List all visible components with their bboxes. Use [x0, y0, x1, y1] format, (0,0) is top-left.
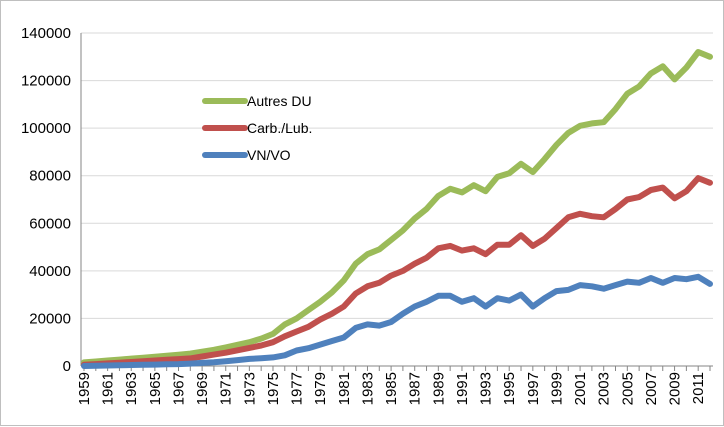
y-tick-label: 40000 — [29, 263, 71, 280]
x-tick-label: 2011 — [690, 372, 707, 404]
x-tick-label: 1969 — [194, 372, 211, 405]
x-tick-label: 1993 — [478, 372, 495, 405]
x-tick-label: 1989 — [430, 372, 447, 405]
x-tick-label: 1999 — [548, 372, 565, 405]
series-line-0 — [81, 49, 713, 366]
x-tick-label: 1967 — [170, 372, 187, 405]
y-tick-label: 120000 — [21, 73, 71, 90]
series-lines — [81, 49, 713, 369]
x-tick-label: 1961 — [100, 372, 117, 405]
legend-label: Carb./Lub. — [247, 120, 312, 136]
x-tick-labels: 1959 1961 1963 1965 1967 1969 1971 1973 1975 1977… — [76, 372, 707, 405]
y-tick-label: 0 — [63, 358, 71, 375]
x-tick-label: 1979 — [312, 372, 329, 405]
x-tick-label: 1995 — [501, 372, 518, 405]
x-tick-label: 1987 — [407, 372, 424, 405]
x-tick-label: 1985 — [383, 372, 400, 405]
x-tick-label: 1971 — [218, 372, 235, 405]
legend: Autres DU Carb./Lub. VN/VO — [202, 93, 312, 163]
y-tick-label: 20000 — [29, 310, 71, 327]
x-tick-label: 1959 — [76, 372, 93, 405]
x-tick-label: 2009 — [667, 372, 684, 405]
y-tick-label: 80000 — [29, 168, 71, 185]
series-line-1 — [81, 175, 713, 368]
gridlines — [81, 32, 713, 319]
legend-label: VN/VO — [247, 147, 291, 163]
y-tick-label: 60000 — [29, 215, 71, 232]
x-tick-label: 1975 — [265, 372, 282, 405]
x-tick-label: 2007 — [643, 372, 660, 405]
y-tick-label: 100000 — [21, 120, 71, 137]
x-tick-label: 1983 — [359, 372, 376, 405]
x-tick-label: 2003 — [596, 372, 613, 405]
y-tick-label: 140000 — [21, 25, 71, 42]
y-tick-labels: 0 20000 40000 60000 80000 100000 120000 140000 — [21, 25, 71, 375]
x-tick-label: 1965 — [147, 372, 164, 405]
x-tick-label: 1991 — [454, 372, 471, 405]
x-tick-label: 1977 — [289, 372, 306, 405]
series-line-2 — [81, 273, 713, 369]
legend-label: Autres DU — [247, 93, 312, 109]
x-tick-label: 2001 — [572, 372, 589, 405]
x-tick-label: 2005 — [619, 372, 636, 405]
x-tick-label: 1981 — [336, 372, 353, 405]
x-tick-label: 1963 — [123, 372, 140, 405]
x-tick-label: 1973 — [241, 372, 258, 405]
x-tick-label: 1997 — [525, 372, 542, 405]
